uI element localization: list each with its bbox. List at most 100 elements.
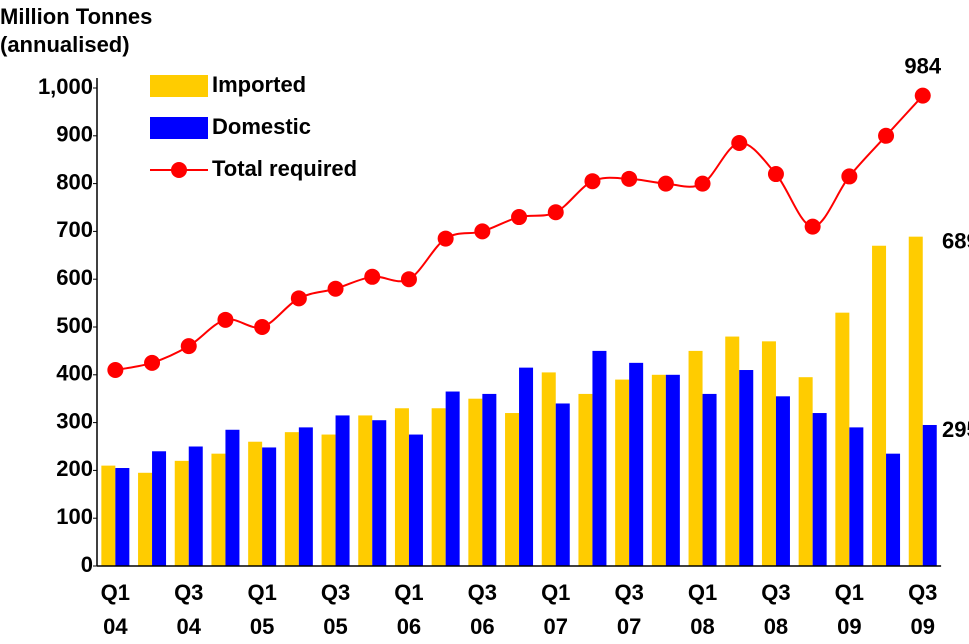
bar <box>886 453 901 566</box>
x-tick-label: Q1 07 <box>541 580 571 639</box>
bar <box>922 424 937 566</box>
x-tick-label: Q1 04 <box>100 580 131 639</box>
bar <box>505 413 520 566</box>
y-tick-label: 300 <box>56 408 93 433</box>
bar <box>138 472 153 566</box>
bar <box>298 427 313 566</box>
y-axis-title: (annualised) <box>0 32 130 57</box>
legend-swatch <box>150 117 208 139</box>
bar <box>651 374 666 566</box>
marker <box>290 290 307 307</box>
x-tick-label: Q3 07 <box>614 580 644 639</box>
bar <box>321 434 336 566</box>
bar <box>798 377 813 566</box>
x-tick-label: Q3 04 <box>174 580 204 639</box>
bar <box>394 408 409 566</box>
bar <box>262 447 277 566</box>
bar <box>482 393 497 566</box>
bar <box>578 393 593 566</box>
bar <box>665 374 680 566</box>
legend-swatch <box>150 75 208 97</box>
bar <box>541 372 556 566</box>
legend-label: Domestic <box>212 114 311 139</box>
bar <box>431 408 446 566</box>
marker <box>511 209 528 226</box>
x-tick-label: Q3 09 <box>908 580 938 639</box>
bar <box>592 350 607 566</box>
data-label: 984 <box>904 53 941 78</box>
marker <box>217 311 234 328</box>
bar <box>101 465 116 566</box>
bar <box>519 367 534 566</box>
bar <box>555 403 570 566</box>
legend-label: Total required <box>212 156 357 181</box>
legend-marker <box>171 162 187 178</box>
bar <box>358 415 373 566</box>
bar <box>468 398 483 566</box>
bar <box>445 391 460 566</box>
marker <box>144 354 161 371</box>
bar <box>115 468 130 566</box>
x-tick-label: Q3 08 <box>761 580 791 639</box>
legend-label: Imported <box>212 72 306 97</box>
marker <box>731 134 748 151</box>
marker <box>254 319 271 335</box>
x-tick-label: Q1 09 <box>834 580 865 639</box>
bar <box>211 453 226 566</box>
x-tick-label: Q3 05 <box>320 580 351 639</box>
bar <box>775 396 790 566</box>
y-axis-title: Million Tonnes <box>0 4 152 29</box>
marker <box>914 87 931 104</box>
data-label: 689 <box>942 228 969 253</box>
marker <box>547 204 564 221</box>
y-tick-label: 600 <box>56 265 93 290</box>
bar <box>761 341 776 566</box>
marker <box>584 173 601 190</box>
y-tick-label: 0 <box>81 552 93 577</box>
bar <box>248 441 263 566</box>
marker <box>841 168 858 185</box>
bar <box>408 434 423 566</box>
bar <box>849 427 864 566</box>
marker <box>437 230 454 247</box>
marker <box>878 127 895 144</box>
y-tick-label: 200 <box>56 456 93 481</box>
bar <box>688 350 703 566</box>
bar <box>835 312 850 566</box>
y-tick-label: 700 <box>56 217 93 242</box>
bar <box>739 370 754 566</box>
marker <box>804 218 821 235</box>
marker <box>327 280 344 297</box>
bar <box>372 420 387 566</box>
marker <box>657 175 674 192</box>
marker <box>180 338 197 355</box>
bar <box>284 432 299 566</box>
y-tick-label: 1,000 <box>38 74 93 99</box>
y-tick-label: 900 <box>56 122 93 147</box>
bar <box>335 415 350 566</box>
marker <box>694 175 711 192</box>
y-tick-label: 400 <box>56 361 93 386</box>
bar <box>188 446 203 566</box>
y-tick-label: 800 <box>56 169 93 194</box>
bar <box>152 451 167 566</box>
y-tick-label: 100 <box>56 504 93 529</box>
bar <box>174 460 189 566</box>
y-tick-label: 500 <box>56 313 93 338</box>
bar <box>725 336 740 566</box>
marker <box>767 166 784 183</box>
marker <box>107 362 124 379</box>
data-label: 295 <box>942 417 969 442</box>
marker <box>621 170 638 187</box>
marker <box>400 271 417 288</box>
bar <box>225 429 240 566</box>
marker <box>474 223 491 240</box>
x-tick-label: Q1 05 <box>247 580 277 639</box>
bar <box>702 393 717 566</box>
marker <box>364 268 381 285</box>
bar <box>629 362 644 566</box>
bar <box>872 245 887 567</box>
x-tick-label: Q1 06 <box>394 580 424 639</box>
